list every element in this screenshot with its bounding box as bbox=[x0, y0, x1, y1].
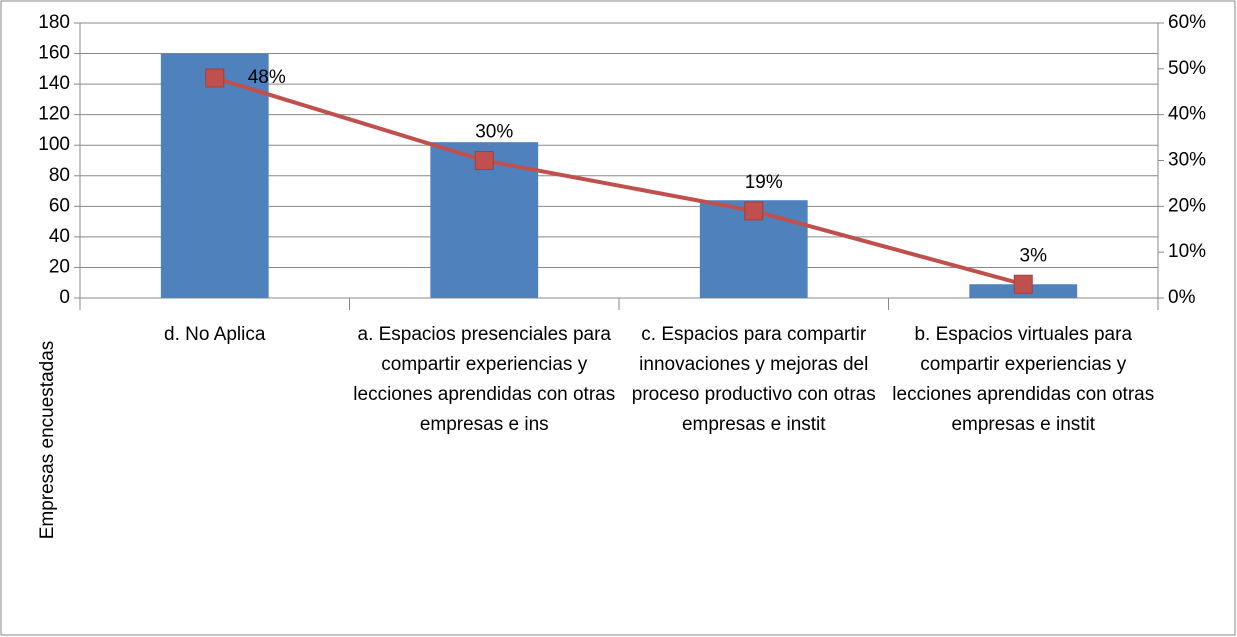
marker bbox=[744, 201, 764, 221]
y-tick-label: 160 bbox=[38, 43, 70, 64]
y-tick-label: 60 bbox=[49, 195, 70, 216]
y2-tick-label: 30% bbox=[1168, 150, 1206, 171]
bar bbox=[160, 53, 269, 298]
data-label: 19% bbox=[745, 172, 783, 193]
y2-tick-label: 60% bbox=[1168, 12, 1206, 33]
x-tick-label: c. Espacios para compartir innovaciones … bbox=[631, 324, 876, 435]
y2-tick-label: 10% bbox=[1168, 241, 1206, 262]
y2-tick-label: 40% bbox=[1168, 104, 1206, 125]
y-tick-label: 120 bbox=[38, 104, 70, 125]
y2-tick-label: 20% bbox=[1168, 195, 1206, 216]
marker bbox=[474, 151, 494, 170]
y-tick-label: 80 bbox=[49, 165, 70, 186]
y2-tick-label: 0% bbox=[1168, 287, 1196, 308]
y-tick-label: 180 bbox=[38, 12, 70, 33]
y-tick-label: 0 bbox=[59, 287, 70, 308]
y2-tick-label: 50% bbox=[1168, 58, 1206, 79]
marker bbox=[1013, 274, 1033, 294]
y-tick-label: 100 bbox=[38, 134, 70, 155]
x-tick-label: d. No Aplica bbox=[164, 324, 266, 345]
y-tick-label: 140 bbox=[38, 73, 70, 94]
x-tick-label: b. Espacios virtuales para compartir exp… bbox=[892, 324, 1155, 435]
line bbox=[214, 76, 1024, 287]
data-label: 3% bbox=[1020, 245, 1048, 266]
x-tick-label: a. Espacios presenciales para compartir … bbox=[353, 324, 616, 435]
y-axis-label: Empresas encuestadas bbox=[37, 341, 58, 540]
marker bbox=[205, 68, 225, 88]
data-label: 30% bbox=[475, 122, 513, 143]
data-label: 48% bbox=[248, 67, 286, 88]
y-tick-label: 20 bbox=[49, 256, 70, 277]
y-tick-label: 40 bbox=[49, 226, 70, 247]
